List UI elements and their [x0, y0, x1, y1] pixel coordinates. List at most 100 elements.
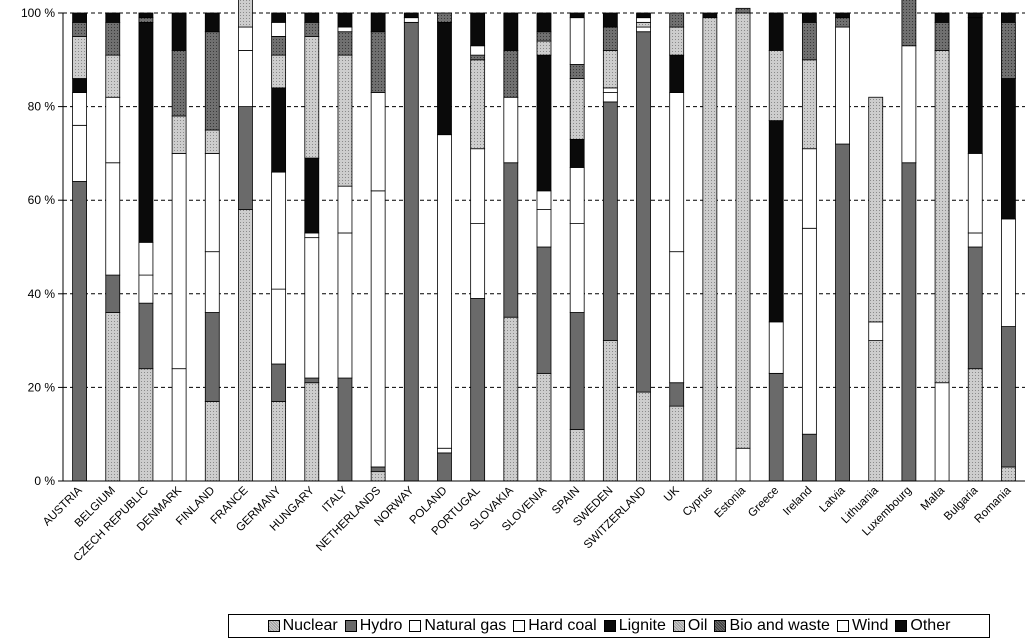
- legend-item: Bio and waste: [714, 617, 830, 635]
- bar-segment: [138, 274, 154, 304]
- bar-segment: [901, 0, 917, 47]
- bar-segment: [337, 185, 353, 234]
- bar-segment: [337, 12, 353, 28]
- bar-segment: [669, 12, 685, 28]
- bar-segment: [801, 12, 817, 23]
- bar-segment: [238, 26, 253, 51]
- bar-segment: [470, 54, 486, 61]
- bar-segment: [204, 12, 220, 33]
- bar-segment: [901, 162, 917, 482]
- bar-segment: [337, 377, 353, 482]
- bar-segment: [72, 78, 87, 93]
- bar-stack: [370, 12, 386, 482]
- legend-label: Hydro: [359, 617, 403, 634]
- y-tick-label: 60 %: [28, 193, 56, 207]
- legend-item: Natural gas: [409, 617, 506, 635]
- bar-segment: [503, 316, 519, 482]
- y-tick-label: 80 %: [28, 100, 56, 114]
- legend-swatch: [603, 620, 616, 632]
- bar-segment: [835, 12, 850, 19]
- bar-segment: [1001, 466, 1016, 482]
- legend-label: Lignite: [618, 617, 666, 634]
- bar-stack: [835, 12, 850, 482]
- bar-segment: [72, 36, 87, 79]
- bar-segment: [503, 162, 519, 318]
- bar-segment: [105, 96, 121, 164]
- bar-segment: [105, 274, 121, 313]
- bar-segment: [72, 21, 87, 37]
- bar-segment: [967, 232, 983, 248]
- bar-stack: [337, 12, 353, 482]
- bar-stack: [801, 12, 817, 482]
- bar-segment: [138, 241, 154, 276]
- bar-segment: [768, 50, 784, 122]
- bar-stack: [470, 12, 486, 482]
- bar-segment: [569, 138, 585, 168]
- bar-segment: [304, 382, 320, 482]
- legend-item: Hydro: [344, 617, 403, 635]
- bar-segment: [204, 129, 220, 154]
- bar-segment: [934, 12, 950, 23]
- bar-segment: [370, 92, 386, 192]
- bar-segment: [72, 92, 87, 126]
- bar-segment: [204, 31, 220, 131]
- bar-stack: [1001, 12, 1016, 482]
- bar-segment: [138, 12, 154, 19]
- bar-segment: [536, 372, 552, 482]
- bar-segment: [304, 157, 320, 234]
- bar-segment: [536, 246, 552, 374]
- bar-stack: [669, 12, 685, 482]
- bar-segment: [271, 401, 287, 482]
- y-tick-label: 40 %: [28, 287, 56, 301]
- bar-segment: [602, 87, 618, 93]
- legend: Nuclear Hydro Natural gas Hard coal Lignite O…: [228, 614, 990, 638]
- bar-segment: [304, 377, 320, 384]
- bar-segment: [602, 340, 618, 482]
- x-tick-label: ITALY: [320, 484, 350, 514]
- bar-segment: [470, 59, 486, 150]
- legend-swatch: [836, 620, 849, 632]
- bar-segment: [503, 12, 519, 51]
- bar-segment: [536, 40, 552, 56]
- bar-segment: [370, 471, 386, 482]
- x-tick-label: Latvia: [817, 484, 848, 515]
- bar-segment: [702, 17, 718, 482]
- bar-segment: [204, 152, 220, 253]
- bar-segment: [801, 433, 817, 482]
- bar-segment: [437, 12, 452, 23]
- bar-segment: [304, 21, 320, 37]
- bar-segment: [337, 31, 353, 56]
- bar-segment: [271, 171, 287, 290]
- bar-segment: [337, 232, 353, 379]
- bar-segment: [536, 54, 552, 192]
- bar-segment: [271, 54, 287, 89]
- bar-segment: [669, 382, 685, 407]
- bar-segment: [801, 227, 817, 435]
- y-tick-label: 0 %: [34, 474, 55, 488]
- bar-segment: [105, 54, 121, 98]
- legend-item: Nuclear: [267, 617, 338, 635]
- bar-stack: [304, 12, 320, 482]
- bar-segment: [636, 31, 651, 393]
- legend-item: Wind: [836, 617, 888, 635]
- legend-item: Other: [895, 617, 950, 635]
- bar-segment: [238, 106, 253, 210]
- bar-segment: [801, 21, 817, 61]
- legend-swatch: [672, 620, 685, 632]
- bar-segment: [569, 429, 585, 482]
- bar-stack: [868, 96, 884, 482]
- bar-stack: [171, 12, 187, 482]
- bar-stack: [437, 12, 452, 482]
- bar-segment: [669, 54, 685, 93]
- bar-segment: [636, 12, 651, 19]
- legend-swatch: [409, 620, 422, 632]
- bar-stack: [403, 12, 419, 482]
- bar-segment: [669, 251, 685, 384]
- bar-segment: [768, 321, 784, 374]
- bar-segment: [602, 12, 618, 28]
- bar-segment: [470, 45, 486, 56]
- bar-segment: [901, 45, 917, 164]
- bar-stack: [735, 7, 751, 482]
- legend-label: Nuclear: [282, 617, 338, 634]
- bar-segment: [171, 152, 187, 370]
